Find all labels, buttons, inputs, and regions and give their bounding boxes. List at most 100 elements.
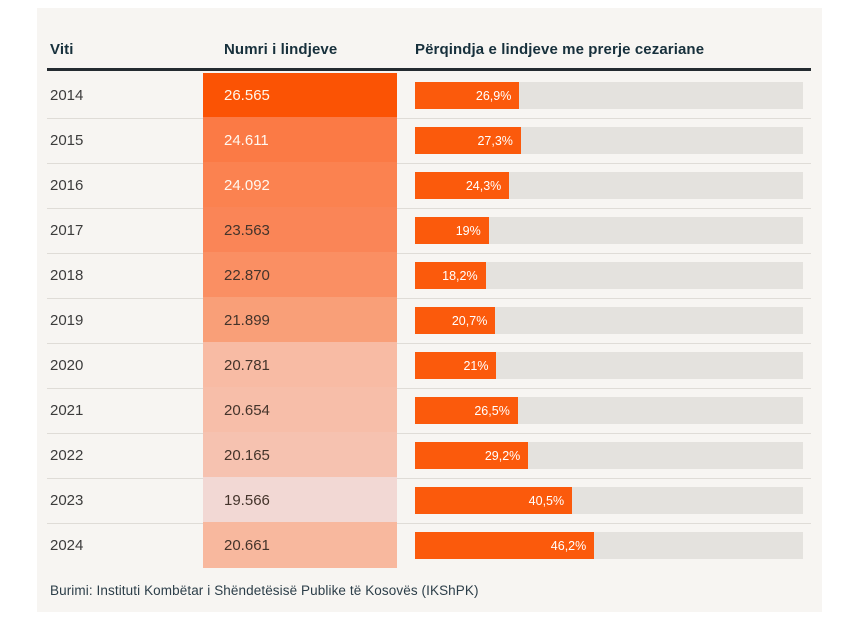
table-row: 2015 24.611 27,3% [37,117,822,163]
column-header-cesarean-pct: Përqindja e lindjeve me prerje cezariane [415,41,705,58]
pct-label: 46,2% [550,538,587,553]
births-cell: 26.565 [203,73,397,118]
births-cell: 24.611 [203,117,397,163]
births-cell: 24.092 [203,162,397,208]
births-cell: 20.661 [203,522,397,568]
births-value: 24.092 [224,176,270,194]
bar-cell: 46,2% [397,523,822,568]
births-cell: 19.566 [203,477,397,523]
source-note: Burimi: Instituti Kombëtar i Shëndetësis… [50,583,479,598]
year-label: 2015 [50,132,84,149]
column-header-births: Numri i lindjeve [224,41,338,58]
row-divider [47,478,811,479]
pct-bar-track: 40,5% [415,487,803,514]
bar-cell: 24,3% [397,163,822,208]
table-row: 2021 20.654 26,5% [37,387,822,433]
pct-label: 20,7% [451,313,488,328]
births-cell: 20.165 [203,432,397,478]
pct-label: 27,3% [477,133,513,148]
row-divider [47,433,811,434]
births-value: 20.654 [224,401,270,419]
pct-label: 26,5% [474,403,510,418]
row-divider [47,163,811,164]
bar-cell: 40,5% [397,478,822,523]
pct-label: 26,9% [475,88,512,103]
column-header-year: Viti [50,41,74,58]
pct-bar: 27,3% [415,127,521,154]
row-divider [47,388,811,389]
bar-cell: 26,5% [397,388,822,433]
pct-bar: 26,5% [415,397,518,424]
row-divider [47,118,811,119]
pct-bar-track: 21% [415,352,803,379]
row-divider [47,523,811,524]
pct-label: 24,3% [465,178,502,193]
year-label: 2019 [50,312,84,329]
births-value: 23.563 [224,221,270,239]
pct-bar: 24,3% [415,172,510,199]
year-label: 2020 [50,357,84,374]
header-rule [47,68,811,71]
births-value: 26.565 [224,87,270,104]
births-cell: 20.781 [203,342,397,388]
table-row: 2017 23.563 19% [37,207,822,253]
births-value: 24.611 [224,131,269,149]
year-label: 2021 [50,402,84,419]
table-row: 2016 24.092 24,3% [37,162,822,208]
row-divider [47,298,811,299]
table-row: 2019 21.899 20,7% [37,297,822,343]
pct-bar-track: 27,3% [415,127,803,154]
year-label: 2022 [50,447,84,464]
pct-label: 18,2% [442,268,478,283]
bar-cell: 21% [397,343,822,388]
births-cell: 20.654 [203,387,397,433]
table-header: Viti Numri i lindjeve Përqindja e lindje… [37,8,822,68]
pct-bar-track: 20,7% [415,307,803,334]
table-row: 2014 26.565 26,9% [37,73,822,118]
year-label: 2023 [50,492,84,509]
pct-bar: 40,5% [415,487,573,514]
births-value: 21.899 [224,311,270,329]
births-cell: 22.870 [203,252,397,298]
bar-cell: 29,2% [397,433,822,478]
pct-bar: 19% [415,217,489,244]
bar-cell: 18,2% [397,253,822,298]
pct-bar-track: 29,2% [415,442,803,469]
births-value: 22.870 [224,266,270,284]
births-value: 19.566 [224,491,270,509]
pct-bar-track: 26,5% [415,397,803,424]
table-row: 2024 20.661 46,2% [37,522,822,568]
pct-bar-track: 26,9% [415,82,803,109]
pct-label: 40,5% [528,493,565,508]
chart-panel: Viti Numri i lindjeve Përqindja e lindje… [37,8,822,612]
pct-bar-track: 46,2% [415,532,803,559]
bar-cell: 26,9% [397,73,822,118]
pct-label: 21% [463,358,489,373]
table-body: 2014 26.565 26,9% 2015 24.611 27,3% [37,73,822,568]
births-cell: 23.563 [203,207,397,253]
table-row: 2022 20.165 29,2% [37,432,822,478]
births-value: 20.165 [224,446,270,464]
pct-bar: 26,9% [415,82,520,109]
pct-bar: 46,2% [415,532,595,559]
pct-label: 29,2% [484,448,521,463]
table-row: 2023 19.566 40,5% [37,477,822,523]
bar-cell: 19% [397,208,822,253]
bar-cell: 27,3% [397,118,822,163]
births-cell: 21.899 [203,297,397,343]
year-label: 2024 [50,537,84,554]
year-label: 2018 [50,267,84,284]
births-value: 20.661 [224,536,270,554]
table-row: 2020 20.781 21% [37,342,822,388]
pct-bar-track: 19% [415,217,803,244]
pct-bar: 21% [415,352,497,379]
table-row: 2018 22.870 18,2% [37,252,822,298]
year-label: 2016 [50,177,84,194]
pct-bar-track: 24,3% [415,172,803,199]
pct-bar-track: 18,2% [415,262,803,289]
row-divider [47,253,811,254]
pct-bar: 29,2% [415,442,529,469]
pct-label: 19% [455,223,481,238]
births-value: 20.781 [224,356,270,374]
pct-bar: 18,2% [415,262,486,289]
